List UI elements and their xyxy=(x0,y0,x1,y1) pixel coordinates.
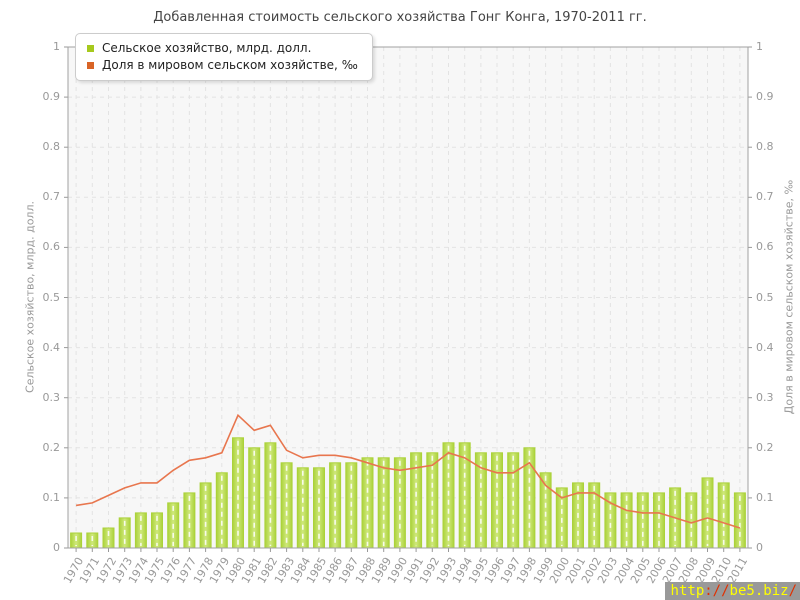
y-tick-label-right: 0.8 xyxy=(756,140,774,154)
watermark-text: / xyxy=(788,583,797,599)
legend-label: Доля в мировом сельском хозяйстве, ‰ xyxy=(102,58,358,72)
y-tick-label-left: 1 xyxy=(53,40,60,53)
y-tick-label-left: 0 xyxy=(53,541,60,554)
legend-square-icon xyxy=(87,45,94,52)
plot-area xyxy=(64,46,752,552)
y-tick-label-right: 0.4 xyxy=(756,340,774,354)
watermark-link[interactable]: http://be5.biz/ xyxy=(664,582,800,600)
y-tick-label-right: 0.7 xyxy=(756,190,774,204)
y-tick-label-left: 0.7 xyxy=(42,190,61,204)
y-tick-label-right: 0.1 xyxy=(756,490,774,504)
legend-label: Сельское хозяйство, млрд. долл. xyxy=(102,41,312,55)
chart-title: Добавленная стоимость сельского хозяйств… xyxy=(153,10,647,25)
y-tick-label-right: 0.2 xyxy=(756,440,774,454)
y-tick-label-left: 0.3 xyxy=(42,390,61,404)
legend-square-icon xyxy=(87,62,94,69)
y-tick-label-right: 1 xyxy=(756,40,763,53)
watermark-text: :// xyxy=(704,583,730,599)
y-tick-label-left: 0.1 xyxy=(42,490,61,504)
legend: Сельское хозяйство, млрд. долл. Доля в м… xyxy=(75,33,373,81)
y-tick-label-right: 0 xyxy=(756,541,763,554)
y-tick-label-left: 0.6 xyxy=(42,240,61,254)
y-tick-label-right: 0.3 xyxy=(756,390,774,404)
plot-svg xyxy=(64,46,752,552)
legend-item-world-share: Доля в мировом сельском хозяйстве, ‰ xyxy=(87,57,358,74)
y-tick-label-right: 0.6 xyxy=(756,240,774,254)
y-tick-label-left: 0.4 xyxy=(42,340,61,354)
y-tick-label-left: 0.2 xyxy=(42,440,61,454)
watermark-text: be5.biz xyxy=(729,583,789,599)
legend-item-agriculture: Сельское хозяйство, млрд. долл. xyxy=(87,40,358,57)
watermark-text: http xyxy=(670,583,705,599)
y-tick-label-left: 0.9 xyxy=(42,90,61,104)
y-tick-label-right: 0.9 xyxy=(756,90,774,104)
y-tick-label-left: 0.8 xyxy=(42,140,61,154)
y-tick-label-left: 0.5 xyxy=(42,290,61,304)
y-tick-label-right: 0.5 xyxy=(756,290,774,304)
